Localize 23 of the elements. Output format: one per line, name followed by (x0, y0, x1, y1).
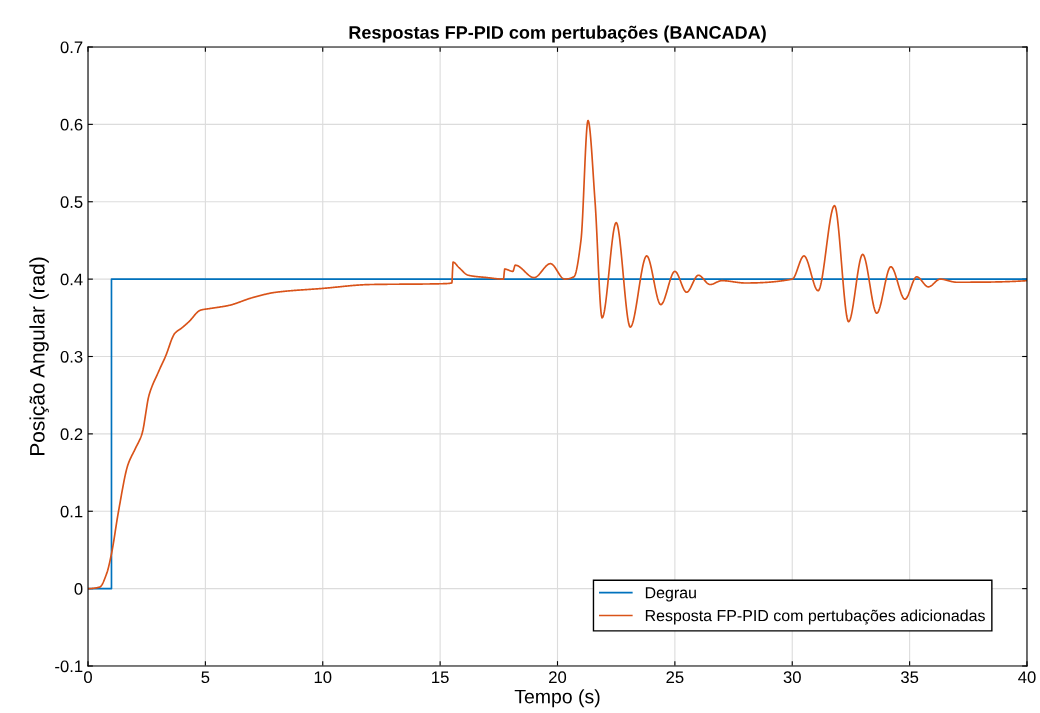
y-tick-label: 0.4 (60, 273, 83, 286)
x-tick-label: 35 (900, 671, 919, 684)
x-tick-label: 25 (666, 671, 684, 684)
y-tick-label: 0 (74, 583, 83, 595)
y-tick-label: -0.1 (55, 660, 83, 673)
y-tick-label: 0.3 (60, 350, 83, 363)
x-axis-title: Tempo (s) (514, 689, 600, 708)
y-tick-label: 0.2 (60, 428, 83, 441)
legend-label: Resposta FP-PID com pertubações adicionadas (645, 609, 985, 625)
y-tick-label: 0.1 (60, 505, 83, 518)
y-tick-label: 0.6 (60, 118, 83, 131)
y-tick-label: 0.7 (60, 41, 83, 54)
y-axis-title: Posição Angular (rad) (29, 257, 49, 455)
legend-label: Degrau (645, 587, 696, 602)
x-tick-label: 5 (201, 671, 210, 684)
x-tick-label: 30 (783, 671, 801, 684)
x-tick-label: 20 (549, 671, 567, 684)
y-tick-label: 0.5 (60, 196, 83, 208)
x-tick-label: 0 (84, 671, 92, 684)
x-tick-label: 10 (314, 671, 332, 684)
chart-title: Respostas FP-PID com pertubações (BANCADA) (349, 25, 766, 43)
x-tick-label: 40 (1018, 671, 1036, 684)
x-tick-label: 15 (432, 671, 449, 684)
